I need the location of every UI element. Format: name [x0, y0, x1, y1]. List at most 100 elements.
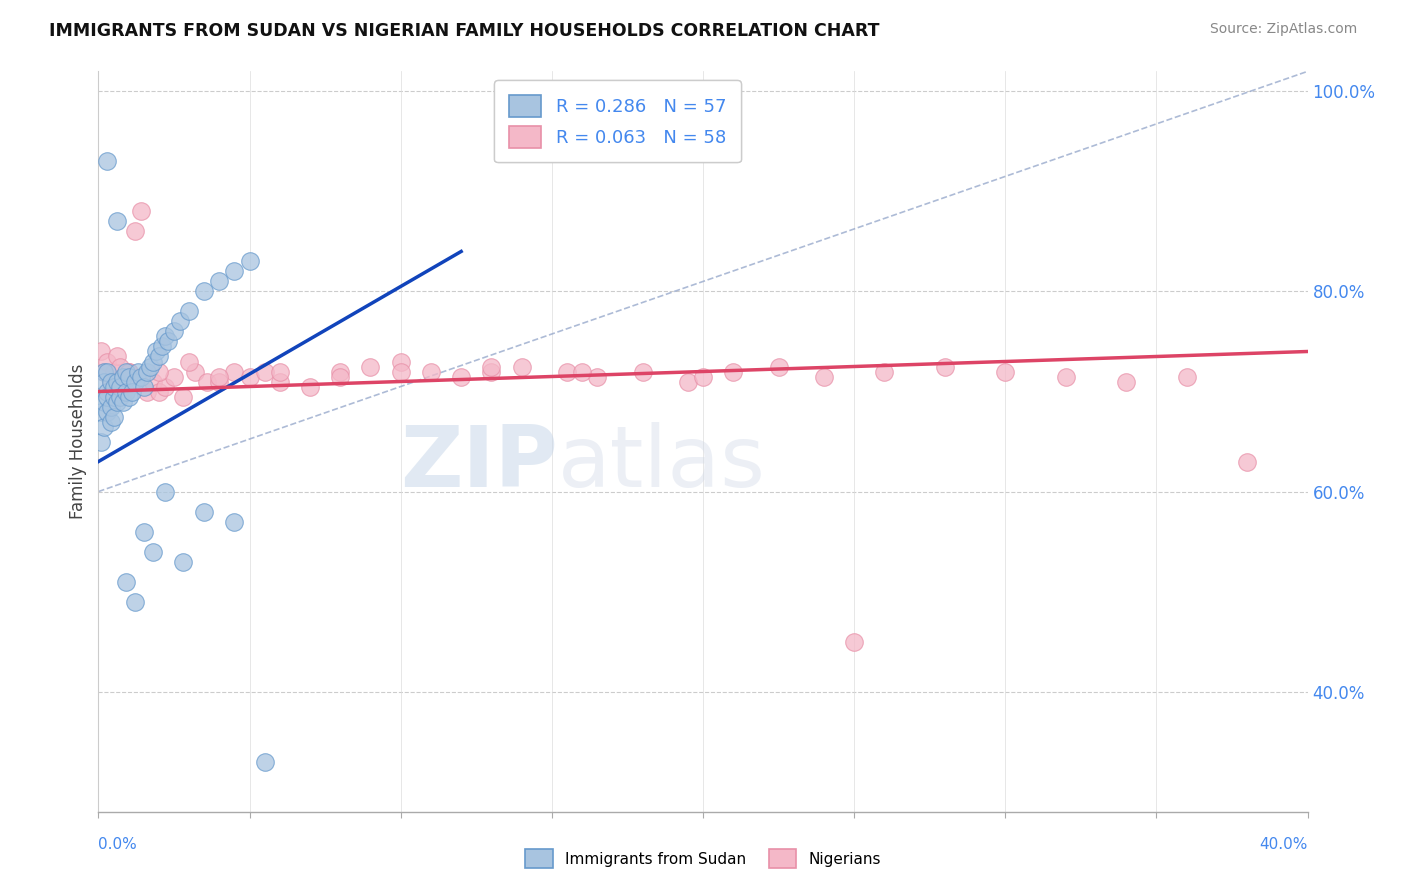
Point: [108, 359, 131, 374]
Point: [96, 354, 118, 368]
Point: [103, 364, 125, 378]
Point: [184, 364, 207, 378]
Legend: Immigrants from Sudan, Nigerians: Immigrants from Sudan, Nigerians: [517, 841, 889, 875]
Point: [148, 364, 170, 378]
Point: [103, 409, 125, 424]
Point: [148, 384, 170, 399]
Point: [253, 364, 276, 378]
Point: [555, 364, 578, 378]
Point: [676, 375, 699, 389]
Point: [768, 359, 790, 374]
Text: atlas: atlas: [558, 422, 766, 505]
Point: [105, 350, 128, 364]
Point: [172, 555, 194, 569]
Point: [100, 415, 122, 429]
Point: [96, 154, 118, 169]
Point: [934, 359, 956, 374]
Point: [1054, 369, 1077, 384]
Point: [631, 364, 654, 378]
Point: [93, 394, 115, 409]
Point: [129, 369, 152, 384]
Point: [208, 275, 231, 289]
Point: [208, 375, 231, 389]
Point: [142, 375, 165, 389]
Point: [129, 204, 152, 219]
Point: [135, 364, 157, 378]
Point: [118, 369, 141, 384]
Point: [114, 574, 136, 589]
Point: [132, 379, 155, 393]
Point: [329, 369, 352, 384]
Point: [329, 364, 352, 378]
Point: [269, 375, 291, 389]
Point: [124, 224, 146, 238]
Point: [153, 484, 176, 499]
Point: [360, 359, 382, 374]
Point: [132, 524, 155, 539]
Point: [224, 515, 246, 529]
Point: [135, 384, 157, 399]
Point: [193, 505, 215, 519]
Point: [124, 594, 146, 608]
Point: [571, 364, 593, 378]
Point: [163, 325, 186, 339]
Point: [96, 364, 118, 378]
Text: 0.0%: 0.0%: [98, 837, 138, 852]
Point: [723, 364, 745, 378]
Point: [118, 364, 141, 378]
Point: [100, 375, 122, 389]
Point: [105, 214, 128, 228]
Point: [108, 379, 131, 393]
Point: [93, 419, 115, 434]
Point: [93, 364, 115, 378]
Point: [118, 364, 141, 378]
Point: [142, 354, 165, 368]
Point: [111, 384, 134, 399]
Point: [103, 379, 125, 393]
Point: [118, 390, 141, 404]
Point: [239, 369, 262, 384]
Point: [100, 375, 122, 389]
Point: [145, 344, 167, 359]
Point: [481, 359, 503, 374]
Point: [93, 375, 115, 389]
Point: [90, 434, 112, 449]
Point: [239, 254, 262, 268]
Point: [127, 364, 149, 378]
Point: [111, 394, 134, 409]
Point: [100, 400, 122, 414]
Point: [153, 329, 176, 343]
Point: [163, 369, 186, 384]
Point: [420, 364, 443, 378]
Point: [96, 404, 118, 418]
Point: [96, 384, 118, 399]
Point: [510, 359, 533, 374]
Point: [96, 390, 118, 404]
Point: [450, 369, 472, 384]
Point: [389, 354, 412, 368]
Point: [253, 755, 276, 769]
Point: [873, 364, 896, 378]
Point: [692, 369, 714, 384]
Point: [114, 364, 136, 378]
Point: [90, 404, 112, 418]
Point: [179, 354, 201, 368]
Text: IMMIGRANTS FROM SUDAN VS NIGERIAN FAMILY HOUSEHOLDS CORRELATION CHART: IMMIGRANTS FROM SUDAN VS NIGERIAN FAMILY…: [49, 22, 880, 40]
Point: [172, 390, 194, 404]
Point: [103, 390, 125, 404]
Point: [481, 364, 503, 378]
Text: Source: ZipAtlas.com: Source: ZipAtlas.com: [1209, 22, 1357, 37]
Point: [269, 364, 291, 378]
Point: [90, 344, 112, 359]
Point: [111, 369, 134, 384]
Point: [124, 375, 146, 389]
Point: [1236, 454, 1258, 468]
Point: [150, 339, 173, 353]
Point: [114, 369, 136, 384]
Point: [156, 334, 179, 349]
Y-axis label: Family Households: Family Households: [69, 364, 87, 519]
Point: [148, 350, 170, 364]
Point: [153, 379, 176, 393]
Point: [813, 369, 835, 384]
Point: [224, 364, 246, 378]
